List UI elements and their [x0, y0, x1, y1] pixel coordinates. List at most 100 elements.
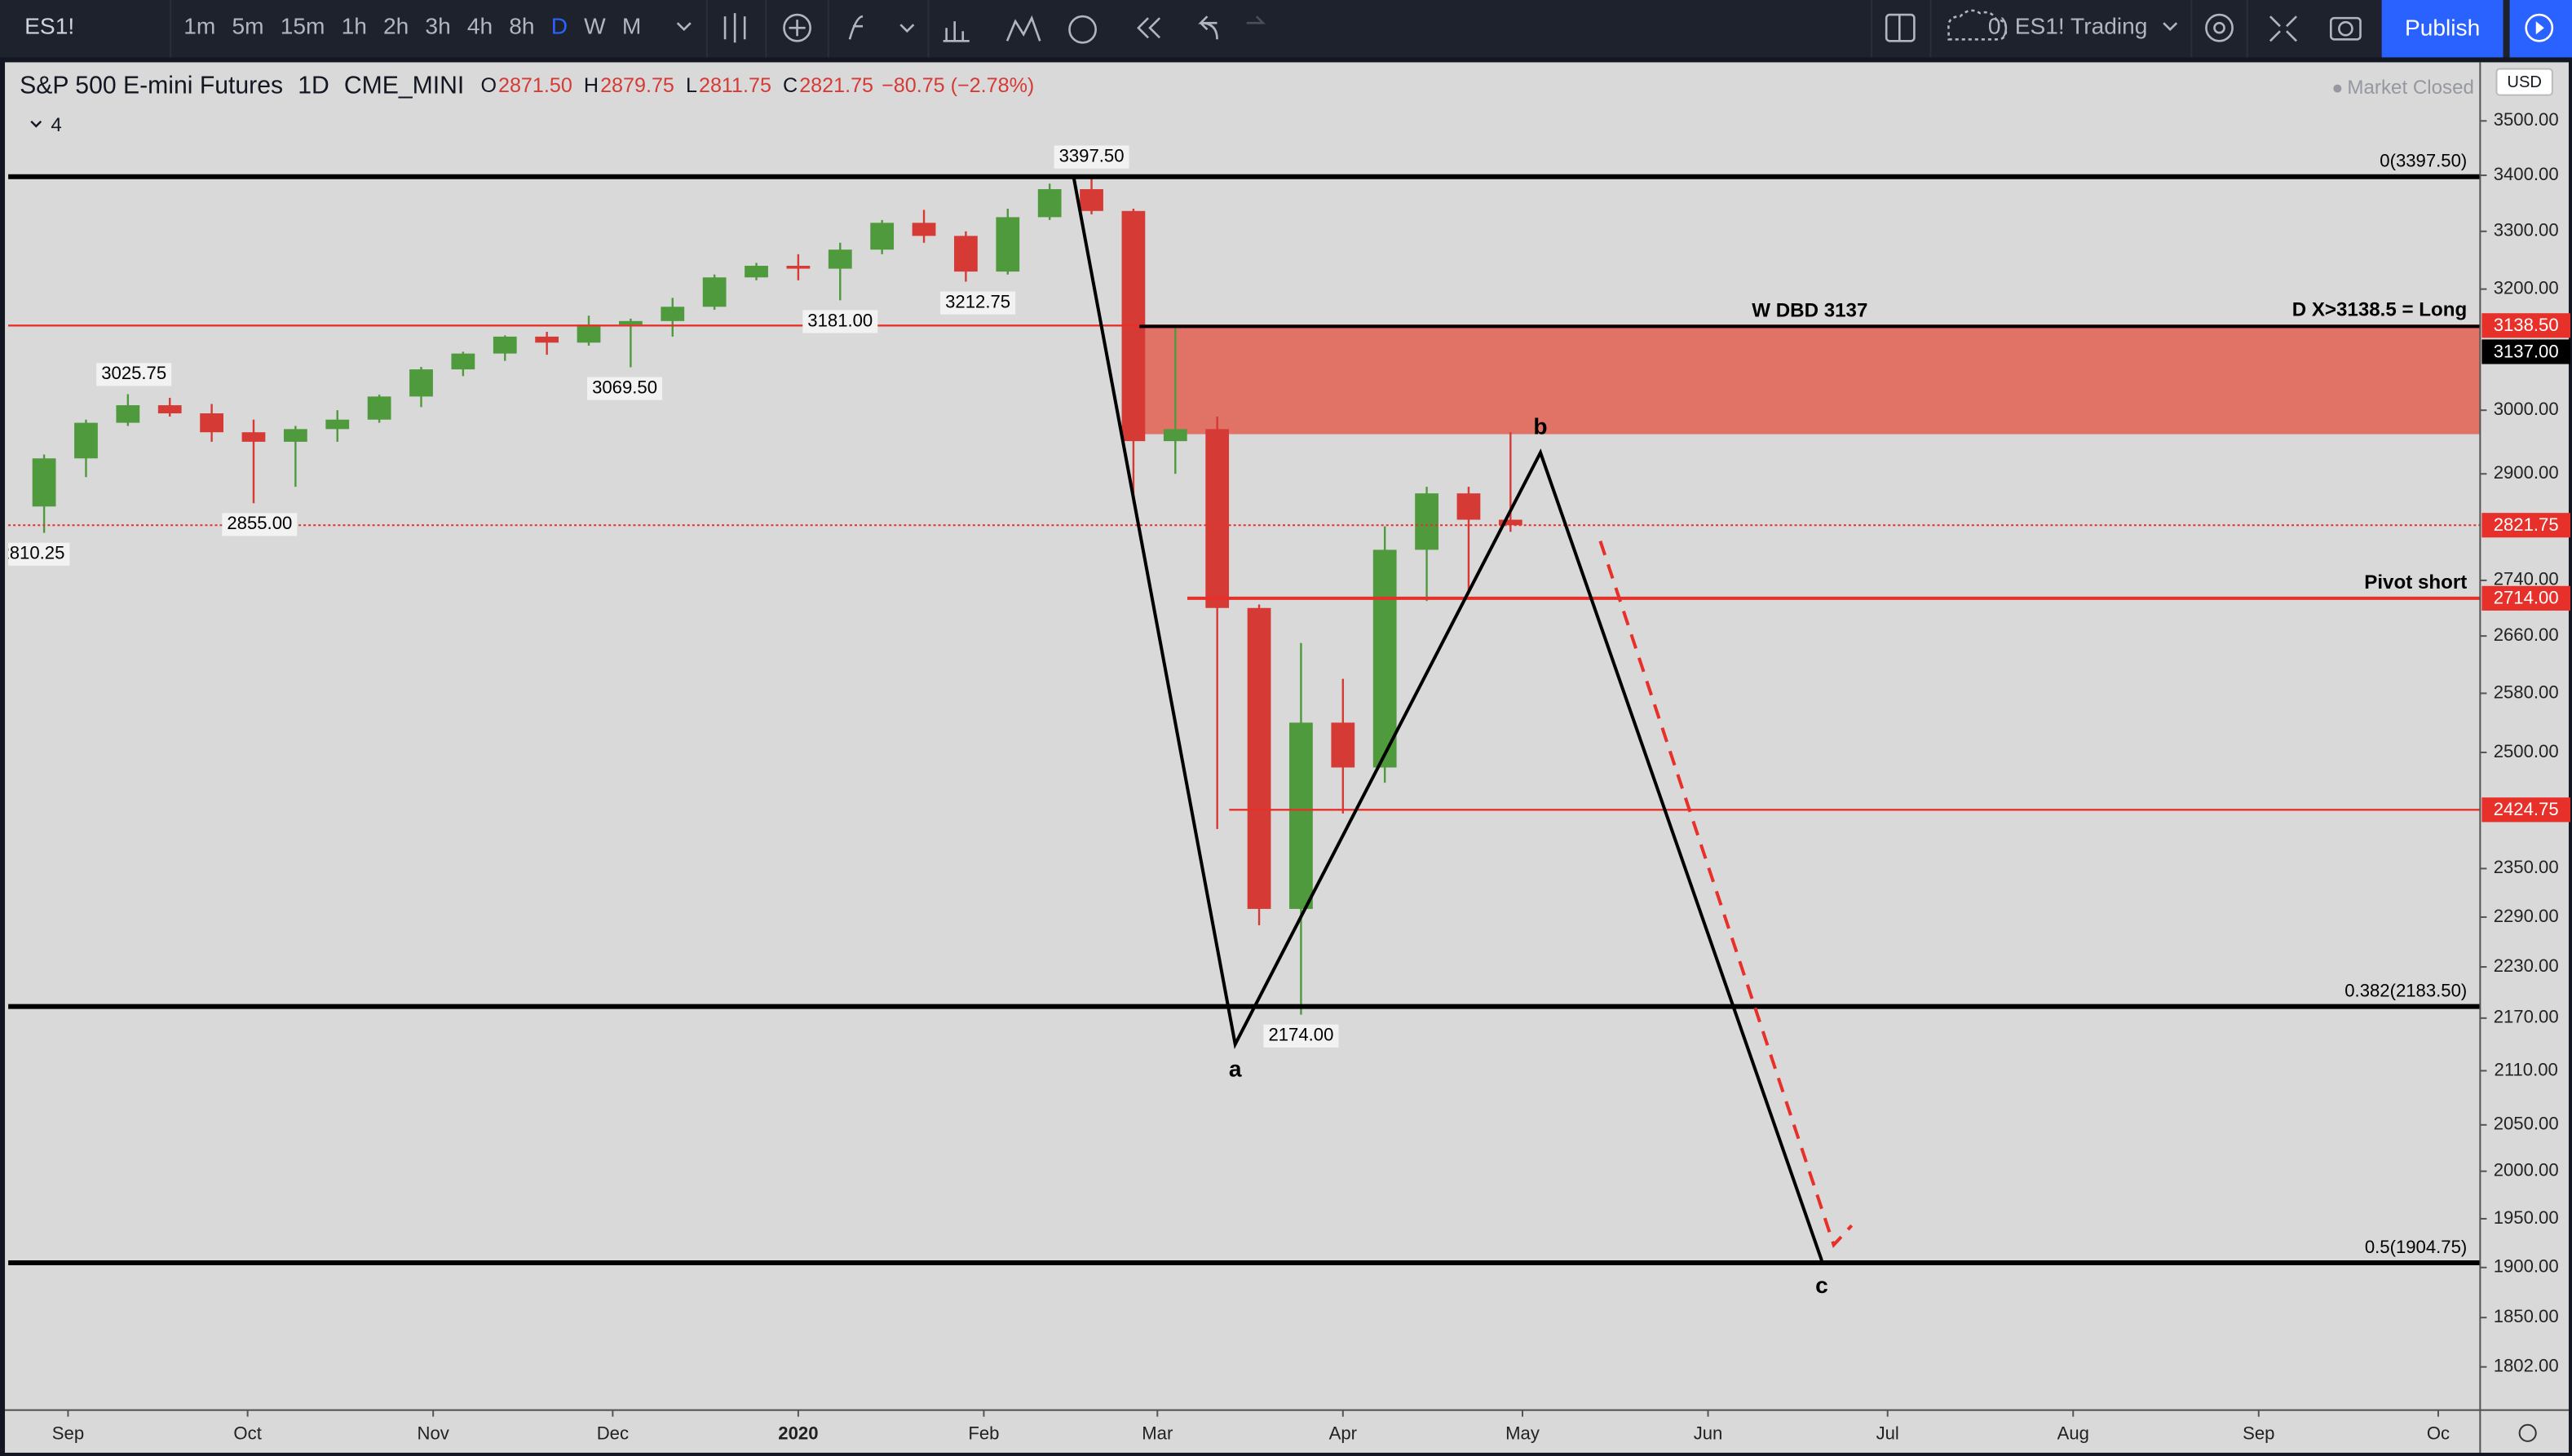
settings-icon[interactable]	[2205, 13, 2234, 42]
status-dot	[2333, 84, 2342, 93]
replay-icon[interactable]	[1137, 17, 1161, 39]
snapshot-icon[interactable]	[2330, 16, 2362, 41]
y-tick-label: 2170.00	[2494, 1007, 2559, 1027]
price-tag	[2481, 339, 2570, 364]
candle-body	[828, 249, 852, 269]
level-label: 0.382(2183.50)	[2344, 980, 2467, 1000]
ohlc-key: L	[686, 74, 697, 97]
x-tick-label: Aug	[2057, 1423, 2089, 1444]
undo-icon[interactable]	[1198, 15, 1218, 40]
change: −80.75 (−2.78%)	[882, 74, 1034, 97]
indicators-count[interactable]: 4	[51, 114, 61, 136]
candle-body	[241, 432, 266, 442]
price-tag	[2481, 585, 2570, 611]
toolbar: ES1! 0) ES1! Trading Publish	[0, 0, 2572, 58]
indicators-icon[interactable]	[848, 15, 864, 40]
high-label: 3397.50	[1059, 145, 1125, 165]
candle-body	[870, 223, 895, 250]
interval-button[interactable]: W	[584, 14, 606, 39]
compare-icon[interactable]	[783, 13, 811, 42]
wave-label: c	[1815, 1273, 1828, 1298]
interval-button[interactable]: 2h	[383, 14, 409, 39]
chart-type-icon[interactable]	[723, 13, 746, 43]
price-tag-label: 3138.50	[2494, 315, 2559, 335]
y-tick-label: 2290.00	[2494, 906, 2559, 926]
interval-button[interactable]: 3h	[425, 14, 450, 39]
candle-body	[409, 369, 433, 397]
publish-button[interactable]	[2381, 0, 2504, 58]
price-tag-label: 2424.75	[2494, 799, 2559, 819]
market-status: Market Closed	[2347, 77, 2474, 99]
templates-icon[interactable]	[1005, 15, 1041, 42]
interval-button[interactable]: D	[551, 14, 568, 39]
price-tag	[2481, 513, 2570, 538]
level-label: 0.5(1904.75)	[2365, 1237, 2467, 1257]
ohlc-value: 2871.50	[498, 74, 572, 97]
candle-body	[1456, 493, 1481, 520]
x-tick-label: Feb	[968, 1423, 999, 1444]
collapse-icon[interactable]	[30, 120, 42, 128]
candle-body	[1415, 493, 1438, 550]
candle-body	[996, 217, 1020, 272]
ohlc-value: 2821.75	[799, 74, 873, 97]
play-icon	[2525, 13, 2554, 42]
level-label: 0(3397.50)	[2380, 150, 2467, 170]
dropdown-icon[interactable]	[2163, 22, 2178, 32]
interval-button[interactable]: M	[622, 14, 641, 39]
price-tag-label: 2714.00	[2494, 588, 2559, 608]
settings-gear[interactable]	[2518, 1423, 2537, 1442]
price-tag-label: 3137.00	[2494, 341, 2559, 361]
y-tick-label: 2900.00	[2494, 462, 2559, 483]
exchange: CME_MINI	[344, 73, 464, 99]
candle-body	[1498, 519, 1522, 526]
y-tick-label: 2500.00	[2494, 741, 2559, 761]
low-label-bg	[1263, 1024, 1339, 1048]
candle-body	[661, 307, 685, 321]
wave-label: a	[1229, 1057, 1242, 1082]
redo-icon[interactable]	[1246, 15, 1266, 24]
candle-body	[1205, 429, 1230, 608]
fullscreen-icon[interactable]	[2269, 15, 2297, 42]
account[interactable]: 0) ES1! Trading	[1988, 14, 2148, 39]
symbol[interactable]: ES1!	[24, 14, 74, 39]
interval-button[interactable]: 15m	[281, 14, 325, 39]
dropdown-icon[interactable]	[676, 22, 692, 32]
low-label: 2810.25	[0, 543, 64, 563]
candle-body	[157, 405, 182, 414]
y-tick-label: 2050.00	[2494, 1114, 2559, 1134]
wave-line	[1598, 540, 1854, 1248]
chart-bg	[5, 62, 2569, 1453]
y-tick-label: 2230.00	[2494, 955, 2559, 976]
wave-line	[1072, 176, 1823, 1261]
currency[interactable]: USD	[2507, 73, 2541, 91]
play-triangle	[2535, 21, 2544, 35]
candle-body	[367, 396, 391, 420]
interval-button[interactable]: 8h	[509, 14, 534, 39]
high-label: 3025.75	[101, 363, 166, 383]
candle-body	[116, 405, 140, 423]
candle-body	[786, 266, 811, 269]
x-tick-label: Nov	[418, 1423, 449, 1444]
candle-body	[32, 458, 56, 507]
y-tick-label: 3500.00	[2494, 109, 2559, 130]
financials-icon[interactable]	[943, 21, 970, 42]
x-tick-label: Sep	[2243, 1423, 2274, 1444]
low-label-bg	[8, 542, 70, 566]
interval-button[interactable]: 1h	[342, 14, 367, 39]
y-tick-label: 1950.00	[2494, 1207, 2559, 1228]
interval-button[interactable]: 4h	[467, 14, 493, 39]
y-tick-label: 3300.00	[2494, 220, 2559, 240]
x-tick-label: 2020	[778, 1423, 818, 1444]
level-label: D X>3138.5 = Long	[2292, 299, 2468, 321]
y-tick-label: 2580.00	[2494, 682, 2559, 702]
alert-icon[interactable]	[1068, 15, 1097, 44]
candle-body	[535, 336, 559, 343]
x-tick-label: Mar	[1142, 1423, 1173, 1444]
dropdown-icon[interactable]	[899, 24, 915, 33]
interval-button[interactable]: 1m	[183, 14, 215, 39]
low-label-bg	[940, 291, 1016, 315]
symbol-name: S&P 500 E-mini Futures	[20, 73, 283, 99]
interval-button[interactable]: 5m	[232, 14, 263, 39]
publish-label[interactable]: Publish	[2405, 15, 2480, 41]
